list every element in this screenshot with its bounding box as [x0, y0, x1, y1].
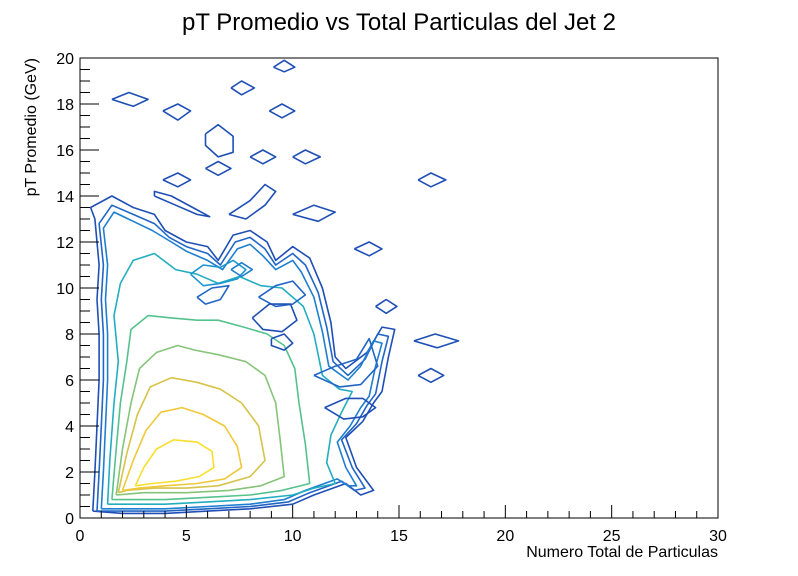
contour-line [375, 298, 398, 315]
ticks-layer: 0 5 10 15 20 25 30 0 2 4 6 8 10 12 14 16 18 20 [56, 51, 727, 545]
contour-line [413, 333, 460, 349]
contour-line [249, 149, 277, 165]
x-tick-label: 15 [390, 528, 408, 545]
contour-line [228, 183, 277, 220]
y-tick-label: 18 [56, 97, 74, 114]
contour-line [204, 123, 234, 158]
contour-line [230, 261, 254, 278]
y-tick-label: 14 [56, 189, 74, 206]
contour-line [292, 204, 337, 223]
contour-line [115, 344, 286, 496]
contour-line [270, 333, 294, 351]
contour-line [205, 160, 232, 177]
y-tick-label: 4 [65, 419, 74, 436]
contour-line [134, 438, 215, 487]
contour-line [324, 397, 377, 420]
contour-line [417, 367, 445, 384]
contour-line [196, 284, 230, 305]
y-tick-label: 6 [65, 373, 74, 390]
contour-line [121, 406, 243, 492]
contour-line [117, 376, 266, 494]
contour-line [106, 252, 354, 506]
y-tick-label: 2 [65, 465, 74, 482]
contour-line [251, 303, 298, 333]
contour-line [268, 103, 296, 119]
contour-line [153, 190, 211, 218]
contour-line [313, 337, 379, 388]
contour-line [292, 149, 322, 165]
contour-line [258, 280, 307, 308]
y-axis-label: pT Promedio (GeV) [23, 58, 40, 196]
x-tick-label: 5 [182, 528, 191, 545]
contour-line [111, 91, 149, 108]
x-tick-label: 25 [603, 528, 621, 545]
x-tick-label: 20 [496, 528, 514, 545]
x-tick-label: 30 [709, 528, 727, 545]
x-axis-label: Numero Total de Particulas [526, 544, 718, 561]
contour-line [100, 211, 383, 510]
y-tick-label: 16 [56, 143, 74, 160]
contour-line [230, 80, 256, 96]
y-tick-label: 12 [56, 235, 74, 252]
plot-area: 0 5 10 15 20 25 30 0 2 4 6 8 10 12 14 16 18 20 [56, 51, 727, 545]
contour-line [162, 103, 192, 121]
plot-frame [79, 57, 719, 519]
x-tick-label: 0 [76, 528, 85, 545]
chart-title: pT Promedio vs Total Particulas del Jet … [182, 9, 616, 36]
contour-line [111, 314, 311, 501]
x-tick-label: 10 [284, 528, 302, 545]
contour-line [162, 172, 192, 188]
contour-line [190, 259, 247, 287]
contour-line [353, 241, 383, 257]
y-tick-label: 0 [65, 511, 74, 528]
contour-layer [89, 59, 460, 515]
contour-line [273, 59, 296, 73]
y-tick-label: 10 [56, 281, 74, 298]
y-tick-label: 8 [65, 327, 74, 344]
y-tick-label: 20 [56, 51, 74, 68]
contour-line [417, 172, 447, 188]
